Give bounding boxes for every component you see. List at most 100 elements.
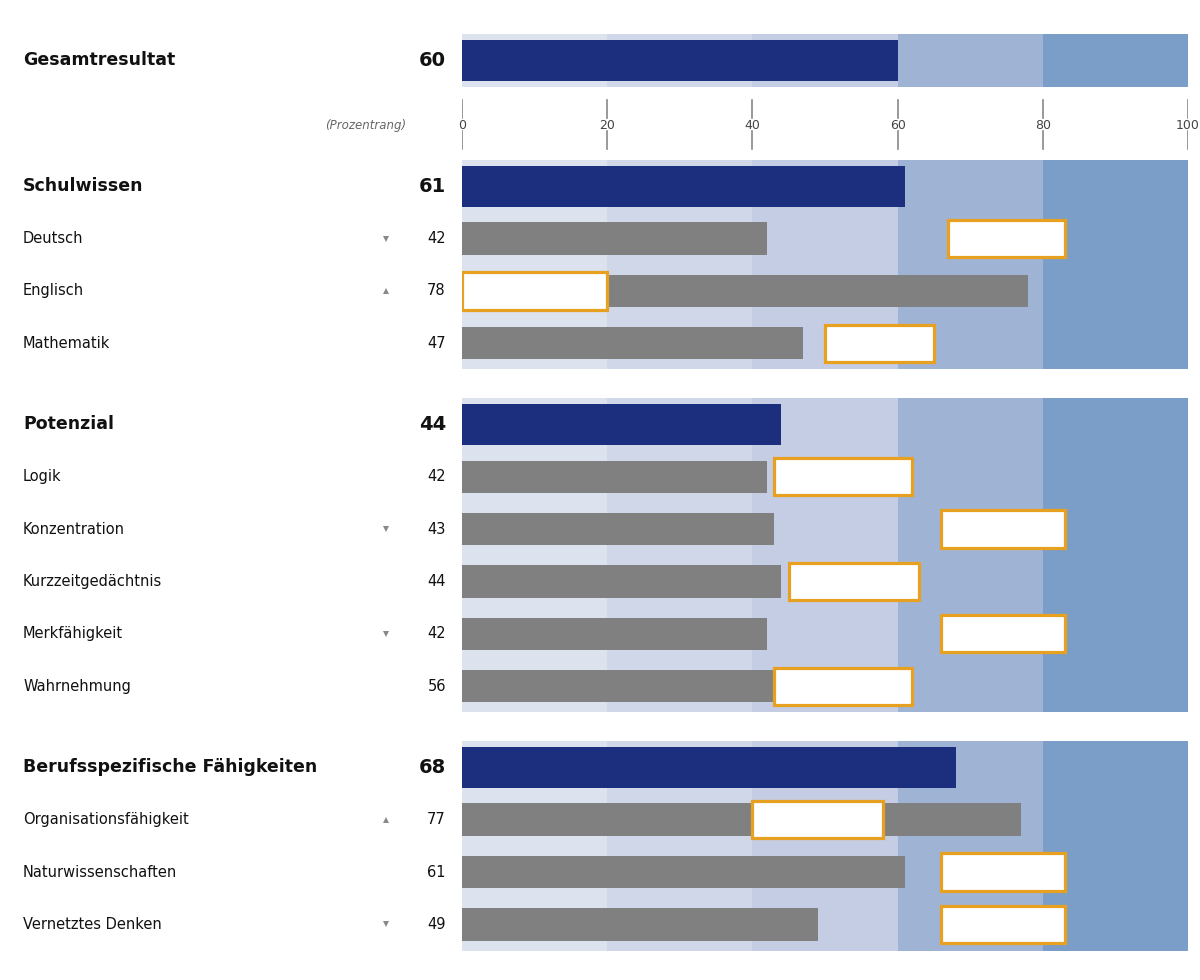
Text: 56: 56 <box>427 679 446 694</box>
Bar <box>898 318 1043 369</box>
Text: Gesamtresultat: Gesamtresultat <box>23 52 175 70</box>
Bar <box>462 565 781 598</box>
Text: 42: 42 <box>427 626 446 641</box>
Bar <box>607 213 752 265</box>
Bar <box>752 660 898 712</box>
Bar <box>607 34 752 86</box>
Bar <box>1043 556 1188 608</box>
Text: Kurzzeitgedächtnis: Kurzzeitgedächtnis <box>23 574 162 589</box>
Bar <box>462 804 1021 836</box>
Bar <box>898 608 1043 660</box>
Bar <box>462 660 607 712</box>
Bar <box>1043 213 1188 265</box>
Bar <box>941 906 1064 943</box>
Bar <box>898 556 1043 608</box>
Bar <box>607 660 752 712</box>
Bar <box>752 213 898 265</box>
Text: 100: 100 <box>1176 120 1200 132</box>
Bar <box>462 461 767 493</box>
Text: 68: 68 <box>419 758 446 777</box>
Bar <box>462 899 607 951</box>
Bar <box>1043 398 1188 451</box>
Bar <box>607 556 752 608</box>
Bar <box>898 741 1043 794</box>
Bar <box>898 265 1043 318</box>
Bar <box>752 794 898 846</box>
Text: 78: 78 <box>427 283 446 298</box>
Bar <box>1043 503 1188 556</box>
Bar <box>462 747 955 788</box>
Text: Schulwissen: Schulwissen <box>23 177 144 195</box>
Bar <box>462 222 767 255</box>
Bar <box>607 846 752 899</box>
Bar <box>752 741 898 794</box>
Bar <box>1043 608 1188 660</box>
Bar <box>462 513 774 545</box>
Bar <box>462 608 607 660</box>
Bar <box>752 801 883 838</box>
Bar <box>462 318 607 369</box>
Bar <box>752 160 898 213</box>
Bar <box>462 327 803 360</box>
Bar <box>774 458 912 496</box>
Bar <box>898 398 1043 451</box>
Bar <box>898 160 1043 213</box>
Bar <box>1043 660 1188 712</box>
Bar <box>462 617 767 650</box>
Bar <box>462 794 607 846</box>
Bar <box>788 563 919 600</box>
Bar <box>462 213 607 265</box>
Text: 20: 20 <box>599 120 616 132</box>
Bar <box>462 398 607 451</box>
Text: 44: 44 <box>427 574 446 589</box>
Bar <box>462 908 817 941</box>
Bar <box>462 34 607 86</box>
Bar <box>1043 899 1188 951</box>
Bar <box>1043 846 1188 899</box>
Bar <box>752 608 898 660</box>
Bar <box>898 213 1043 265</box>
Bar <box>752 34 898 86</box>
Text: Potenzial: Potenzial <box>23 416 114 433</box>
Bar <box>607 503 752 556</box>
Bar <box>898 503 1043 556</box>
Text: 77: 77 <box>427 812 446 827</box>
Bar <box>941 854 1064 891</box>
Text: 49: 49 <box>427 917 446 932</box>
Text: Mathematik: Mathematik <box>23 336 110 351</box>
Bar <box>948 220 1064 257</box>
Text: 44: 44 <box>419 415 446 434</box>
Bar <box>462 40 898 81</box>
Text: Merkfähigkeit: Merkfähigkeit <box>23 626 124 641</box>
Text: Wahrnehmung: Wahrnehmung <box>23 679 131 694</box>
Bar <box>898 451 1043 503</box>
Bar <box>607 741 752 794</box>
Text: Englisch: Englisch <box>23 283 84 298</box>
Text: 43: 43 <box>427 521 446 537</box>
Bar <box>462 274 1028 307</box>
Bar <box>462 670 869 703</box>
Text: 61: 61 <box>419 176 446 196</box>
Bar <box>607 265 752 318</box>
Text: 0: 0 <box>458 120 466 132</box>
Bar <box>607 451 752 503</box>
Bar <box>462 404 781 445</box>
Bar <box>752 556 898 608</box>
Text: 80: 80 <box>1034 120 1051 132</box>
Bar <box>1043 34 1188 86</box>
Text: 40: 40 <box>744 120 761 132</box>
Bar <box>1043 794 1188 846</box>
Bar <box>462 556 607 608</box>
Text: 61: 61 <box>427 864 446 880</box>
Bar <box>752 846 898 899</box>
Bar <box>1043 318 1188 369</box>
Bar <box>607 160 752 213</box>
Text: Deutsch: Deutsch <box>23 231 84 246</box>
Bar <box>752 899 898 951</box>
Text: Berufsspezifische Fähigkeiten: Berufsspezifische Fähigkeiten <box>23 759 317 776</box>
Text: Logik: Logik <box>23 469 61 484</box>
Bar <box>941 511 1064 548</box>
Bar <box>462 856 905 888</box>
Bar <box>898 899 1043 951</box>
Bar <box>898 660 1043 712</box>
